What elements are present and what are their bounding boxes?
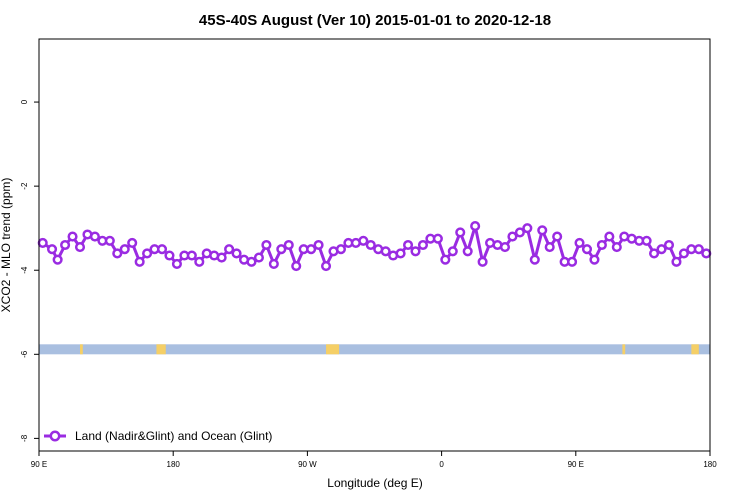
x-tick-label: 90 E <box>31 460 47 469</box>
land-segment <box>691 344 699 355</box>
data-point <box>604 231 615 242</box>
data-point <box>410 246 421 257</box>
data-point <box>701 248 712 259</box>
y-tick-label: -2 <box>20 182 29 190</box>
data-point <box>365 239 376 251</box>
ocean-band <box>39 344 710 355</box>
data-point <box>74 242 86 253</box>
data-point <box>358 235 369 246</box>
data-point <box>656 244 667 255</box>
data-point <box>268 258 279 269</box>
legend: Land (Nadir&Glint) and Ocean (Glint) <box>44 429 272 443</box>
data-point <box>514 227 525 238</box>
axis-ticks: 90 E 180 90 W 0 90 E 180 0 -2 -4 -6 -8 <box>20 99 717 469</box>
data-point <box>194 256 205 267</box>
data-point <box>246 256 257 267</box>
data-point <box>447 246 458 257</box>
data-point <box>522 223 533 234</box>
x-tick-label: 90 W <box>298 460 317 469</box>
data-point <box>507 231 518 242</box>
data-point <box>313 239 324 251</box>
data-point <box>499 242 511 253</box>
data-point <box>663 239 675 251</box>
land-segment <box>622 344 626 355</box>
legend-marker-swatch <box>49 430 61 442</box>
data-point <box>253 252 264 263</box>
data-point <box>581 244 593 255</box>
data-point <box>276 244 287 255</box>
data-point <box>142 248 153 259</box>
data-point <box>119 244 130 255</box>
data-point <box>417 239 429 251</box>
data-point <box>380 246 391 257</box>
data-point <box>403 239 414 251</box>
surface-band <box>39 344 710 355</box>
data-point <box>104 235 115 246</box>
data-point <box>60 239 71 251</box>
data-point <box>156 244 168 255</box>
data-point <box>37 237 48 248</box>
x-tick-label: 180 <box>703 460 717 469</box>
data-point <box>470 221 481 232</box>
data-point <box>611 242 622 253</box>
data-point <box>596 239 607 251</box>
land-segment <box>326 344 340 355</box>
data-point <box>678 248 689 259</box>
data-point <box>440 254 451 265</box>
data-point <box>112 248 123 259</box>
data-point <box>455 227 466 238</box>
data-point <box>693 244 704 255</box>
data-point <box>134 256 145 267</box>
data-point <box>291 260 302 272</box>
x-tick-label: 180 <box>167 460 181 469</box>
legend-entry-land-ocean: Land (Nadir&Glint) and Ocean (Glint) <box>75 429 272 443</box>
chart-title: 45S-40S August (Ver 10) 2015-01-01 to 20… <box>199 12 551 29</box>
data-point <box>477 256 488 267</box>
data-point <box>544 242 555 253</box>
data-point <box>306 244 317 255</box>
data-point <box>171 258 182 269</box>
data-point <box>231 248 242 259</box>
land-segment <box>156 344 166 355</box>
x-axis-label: Longitude (deg E) <box>327 476 422 490</box>
data-point <box>335 244 347 255</box>
y-tick-label: -6 <box>20 350 29 358</box>
data-point <box>46 244 58 255</box>
data-point <box>552 231 563 242</box>
land-segment <box>80 344 83 355</box>
plot-frame <box>38 38 711 452</box>
data-point <box>216 252 227 263</box>
data-point <box>164 250 175 261</box>
data-point <box>574 237 585 248</box>
y-tick-label: -4 <box>20 266 29 274</box>
data-point <box>89 231 100 242</box>
data-point <box>67 231 78 242</box>
y-tick-label: -8 <box>20 434 29 442</box>
data-point <box>649 248 660 259</box>
data-point <box>283 239 294 251</box>
data-point <box>589 254 600 265</box>
data-point <box>537 225 548 236</box>
series-land-ocean <box>37 221 712 272</box>
data-point <box>529 254 540 265</box>
data-point <box>462 246 473 257</box>
data-point <box>127 237 138 248</box>
data-point <box>224 244 235 255</box>
data-point <box>671 256 682 267</box>
data-point <box>432 233 443 244</box>
data-point <box>641 235 652 246</box>
y-axis-label: XCO2 - MLO trend (ppm) <box>0 178 13 313</box>
x-tick-label: 0 <box>439 460 444 469</box>
data-point <box>395 248 406 259</box>
y-tick-label: 0 <box>20 99 29 104</box>
x-tick-label: 90 E <box>568 460 584 469</box>
data-point <box>567 256 578 267</box>
data-point <box>320 260 332 272</box>
data-point <box>261 239 272 251</box>
data-point <box>186 250 197 261</box>
data-point <box>52 254 63 265</box>
